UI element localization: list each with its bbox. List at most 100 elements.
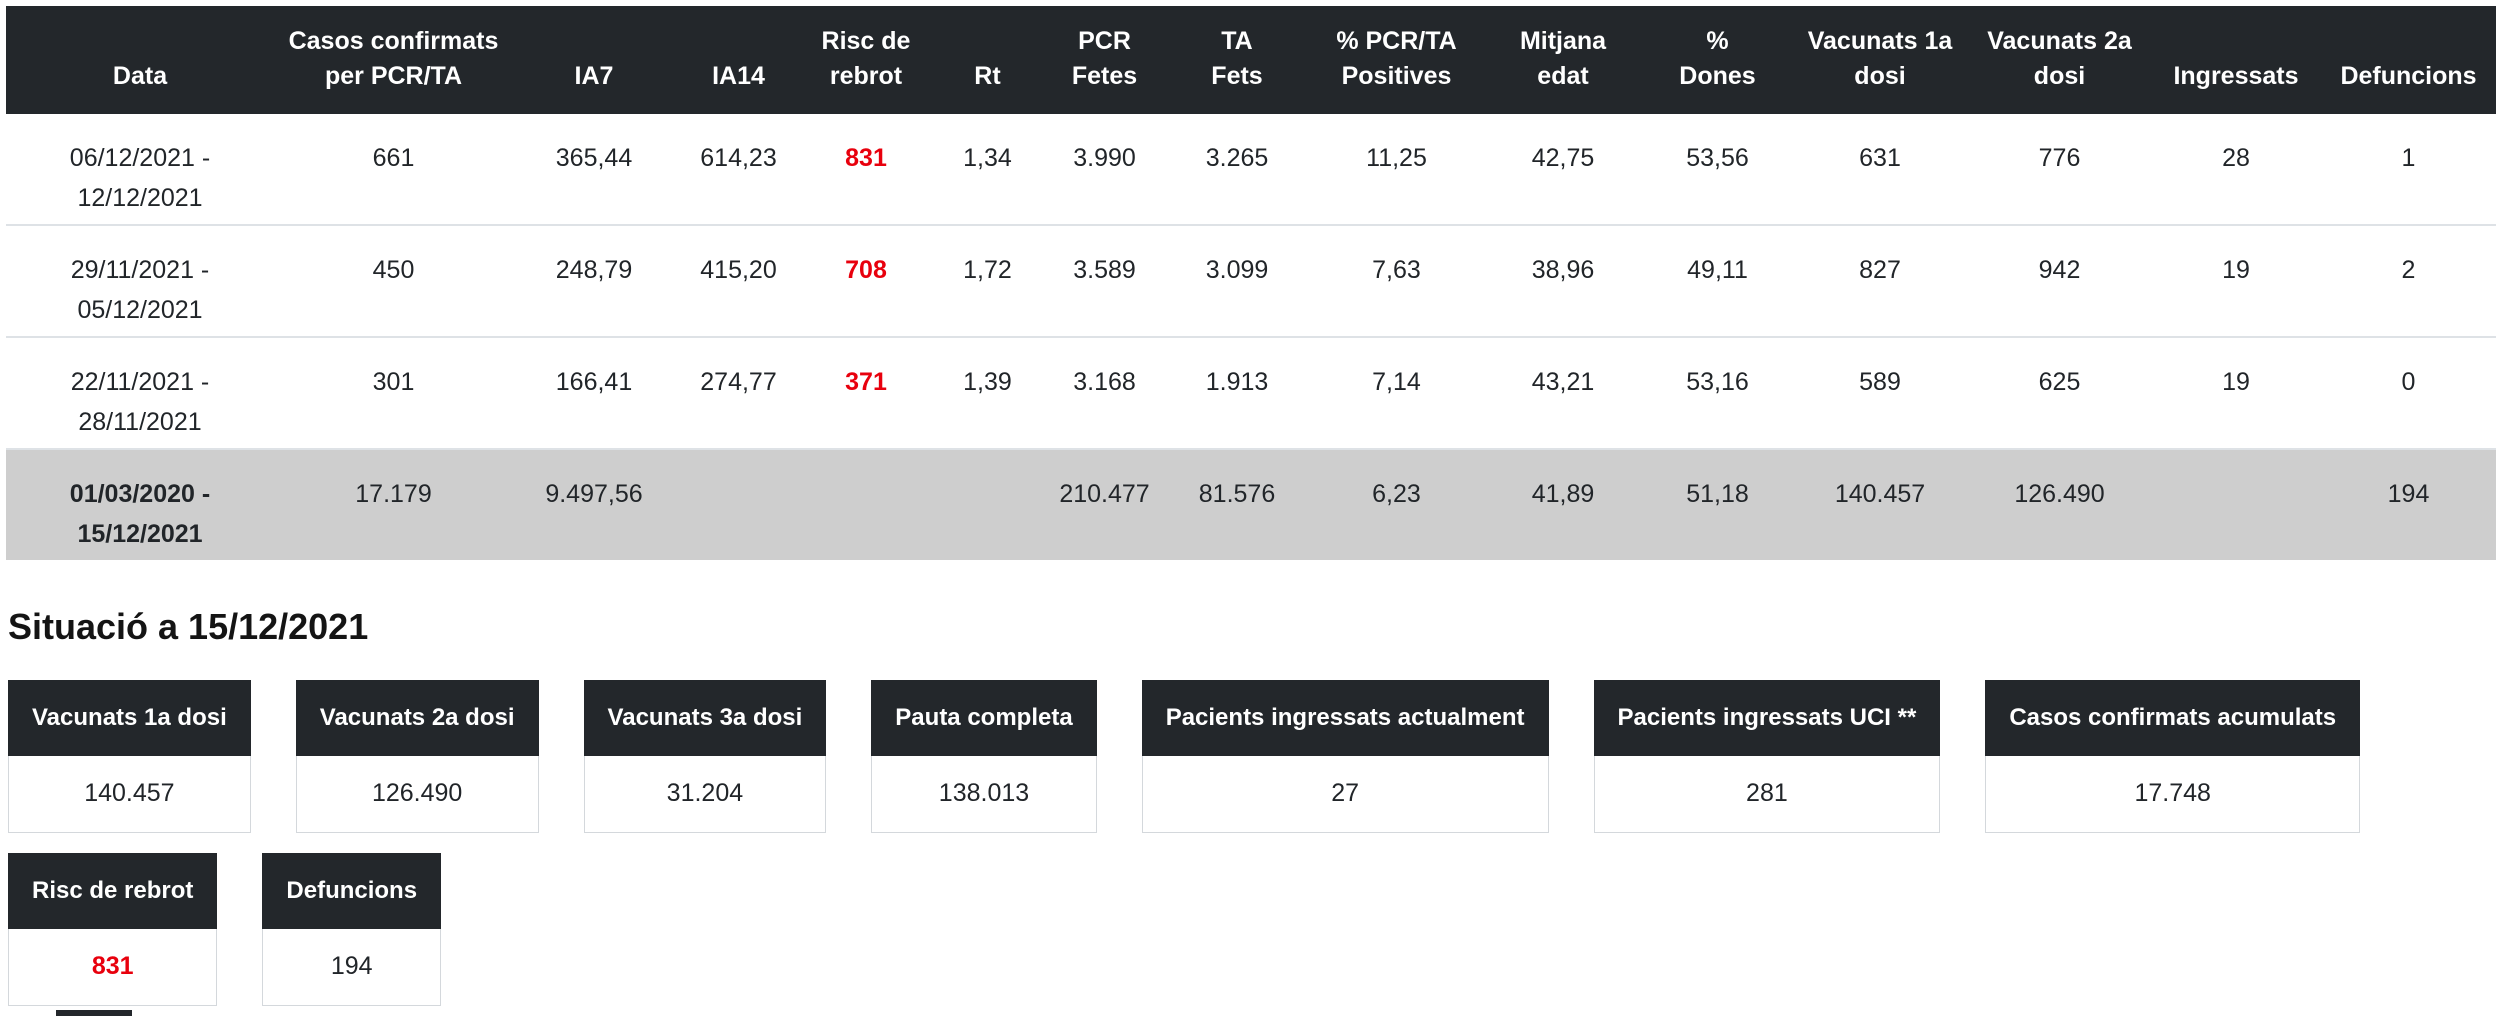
table-cell: 6,23 [1310, 449, 1483, 560]
table-cell: 1.913 [1205, 368, 1269, 396]
table-cell: 450 [372, 256, 415, 284]
situation-heading: Situació a 15/12/2021 [8, 606, 369, 647]
table-cell: 38,96 [1531, 256, 1595, 284]
column-rt: Rt [930, 6, 1045, 114]
table-cell: 140.457 [1792, 449, 1968, 560]
card-label: Pacients ingressats UCI ** [1593, 680, 1941, 756]
column-vacunats-2a-dosi: Vacunats 2a dosi [1968, 6, 2151, 114]
card-vacunats-1a-dosi: Vacunats 1a dosi 140.457 [8, 680, 251, 833]
table-cell: 126.490 [1968, 449, 2151, 560]
table-cell: 22/11/2021 - 28/11/2021 [70, 368, 210, 436]
table-cell: 625 [2038, 368, 2081, 396]
table-cell: 631 [1859, 144, 1901, 172]
kpi-cards-row-1: Vacunats 1a dosi 140.457 Vacunats 2a dosi 1… [8, 680, 2496, 833]
table-cell: 1 [2401, 144, 2416, 172]
table-cell: 0 [2401, 368, 2416, 396]
table-cell: 415,20 [700, 256, 777, 284]
card-value: 194 [262, 929, 442, 1006]
column-defuncions: Defuncions [2321, 6, 2496, 114]
column-pcr-fetes: PCR Fetes [1045, 6, 1164, 114]
table-cell: 3.990 [1073, 144, 1136, 172]
column-ia14: IA14 [675, 6, 802, 114]
column-data: Data [6, 6, 274, 114]
card-label: Pacients ingressats actualment [1141, 680, 1549, 756]
column-dones: % Dones [1643, 6, 1792, 114]
table-cell [675, 449, 802, 560]
table-cell: 661 [372, 144, 415, 172]
card-value: 126.490 [295, 756, 539, 833]
table-row: 22/11/2021 - 28/11/2021 301 166,41 274,77 37… [6, 337, 2496, 449]
card-casos-confirmats-acumulats: Casos confirmats acumulats 17.748 [1985, 680, 2361, 833]
table-cell: 166,41 [555, 368, 633, 396]
table-cell: 194 [2321, 449, 2496, 560]
table-cell: 81.576 [1164, 449, 1310, 560]
card-label: Vacunats 2a dosi [295, 680, 539, 756]
table-cell: 42,75 [1531, 144, 1595, 172]
table-cell: 1,39 [963, 368, 1012, 396]
table-cell: 589 [1859, 368, 1901, 396]
table-cell: 274,77 [700, 368, 777, 396]
table-row: 29/11/2021 - 05/12/2021 450 248,79 415,20 70… [6, 225, 2496, 337]
table-cell [930, 449, 1045, 560]
card-value: 140.457 [8, 756, 251, 833]
table-cell: 51,18 [1643, 449, 1792, 560]
card-label: Defuncions [262, 853, 442, 929]
table-cell: 1,72 [963, 256, 1012, 284]
card-value: 138.013 [871, 756, 1097, 833]
table-cell: 942 [2038, 256, 2081, 284]
column-pcr-ta-positives: % PCR/TA Positives [1310, 6, 1483, 114]
table-cell: 776 [2038, 144, 2081, 172]
table-cell: 28 [2222, 144, 2250, 172]
card-pacients-ingressats-uci: Pacients ingressats UCI ** 281 [1593, 680, 1941, 833]
column-mitjana-edat: Mitjana edat [1483, 6, 1643, 114]
weekly-stats-table: Data Casos confirmats per PCR/TA IA7 IA1… [6, 6, 2496, 560]
table-cell: 43,21 [1531, 368, 1595, 396]
table-cell: 827 [1859, 256, 1901, 284]
table-cell: 11,25 [1366, 144, 1427, 172]
column-casos-confirmats-per-pcr-ta: Casos confirmats per PCR/TA [274, 6, 513, 114]
table-cell: 3.589 [1073, 256, 1136, 284]
column-risc-de-rebrot: Risc de rebrot [802, 6, 930, 114]
card-risc-de-rebrot: Risc de rebrot 831 [8, 853, 218, 1006]
table-cell: 01/03/2020 - 15/12/2021 [6, 449, 274, 560]
table-cell [802, 449, 930, 560]
column-ia7: IA7 [513, 6, 675, 114]
card-value: 31.204 [583, 756, 827, 833]
table-cell [2151, 449, 2321, 560]
table-cell: 210.477 [1045, 449, 1164, 560]
table-cell: 41,89 [1483, 449, 1643, 560]
card-vacunats-2a-dosi: Vacunats 2a dosi 126.490 [295, 680, 539, 833]
table-cell: 301 [372, 368, 415, 396]
card-label: Casos confirmats acumulats [1985, 680, 2361, 756]
cutoff-card-fragment [56, 1010, 132, 1016]
table-cell: 19 [2222, 256, 2250, 284]
column-vacunats-1a-dosi: Vacunats 1a dosi [1792, 6, 1968, 114]
card-pauta-completa: Pauta completa 138.013 [871, 680, 1097, 833]
card-value: 17.748 [1985, 756, 2361, 833]
table-cell: 3.265 [1205, 144, 1269, 172]
table-cell: 29/11/2021 - 05/12/2021 [70, 256, 210, 324]
kpi-cards-row-2: Risc de rebrot 831 Defuncions 194 [8, 853, 2496, 1006]
table-cell: 53,16 [1686, 368, 1749, 396]
column-ingressats: Ingressats [2151, 6, 2321, 114]
table-cell: 7,63 [1372, 256, 1421, 284]
table-cell: 708 [845, 256, 887, 284]
table-cell: 7,14 [1372, 368, 1421, 396]
card-vacunats-3a-dosi: Vacunats 3a dosi 31.204 [583, 680, 827, 833]
column-ta-fets: TA Fets [1164, 6, 1310, 114]
table-cell: 3.099 [1205, 256, 1269, 284]
card-value: 831 [8, 929, 218, 1006]
table-cell: 831 [845, 144, 887, 172]
table-cell: 3.168 [1073, 368, 1136, 396]
table-cell: 614,23 [700, 144, 777, 172]
table-cell: 365,44 [555, 144, 633, 172]
table-cell: 9.497,56 [513, 449, 675, 560]
table-row: 06/12/2021 - 12/12/2021 661 365,44 614,23 83… [6, 114, 2496, 225]
table-cell: 2 [2401, 256, 2416, 284]
table-cell: 17.179 [274, 449, 513, 560]
card-label: Vacunats 3a dosi [583, 680, 827, 756]
card-pacients-ingressats-actualment: Pacients ingressats actualment 27 [1141, 680, 1549, 833]
table-cell: 53,56 [1686, 144, 1749, 172]
table-cell: 19 [2222, 368, 2250, 396]
